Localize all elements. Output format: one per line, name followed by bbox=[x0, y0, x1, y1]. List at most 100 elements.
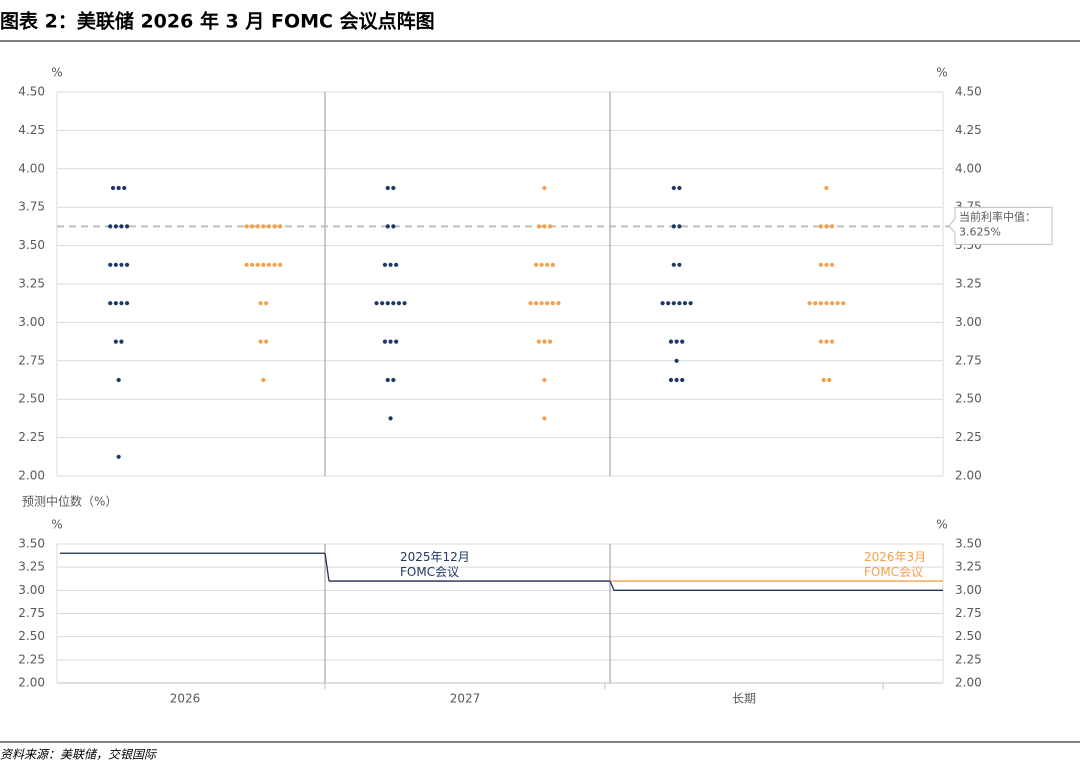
dot bbox=[116, 377, 121, 383]
y2-tick-label: 3.25 bbox=[955, 560, 982, 574]
dot bbox=[668, 339, 674, 344]
y2-tick-label: 2.50 bbox=[955, 392, 982, 406]
dot bbox=[829, 301, 835, 306]
dot bbox=[394, 262, 399, 267]
dot bbox=[258, 339, 263, 344]
dot bbox=[382, 339, 388, 344]
dot bbox=[677, 301, 682, 306]
dot bbox=[396, 301, 402, 306]
dot bbox=[821, 377, 826, 383]
dot bbox=[824, 301, 829, 306]
dot bbox=[682, 301, 688, 306]
dot bbox=[108, 224, 113, 229]
y2-tick-label: 2.25 bbox=[955, 430, 982, 444]
dot bbox=[556, 301, 561, 306]
dot bbox=[261, 224, 266, 229]
dot bbox=[382, 262, 388, 267]
y-tick-label: 2.50 bbox=[18, 392, 45, 406]
dot bbox=[380, 301, 385, 306]
y-unit: % bbox=[51, 66, 62, 80]
dot bbox=[278, 262, 283, 267]
dot bbox=[677, 185, 682, 191]
dot bbox=[671, 185, 676, 191]
dot bbox=[388, 262, 393, 267]
dot bbox=[545, 262, 550, 267]
dot bbox=[550, 262, 555, 267]
y-tick-label: 3.00 bbox=[18, 315, 45, 329]
y2-tick-label: 2.25 bbox=[955, 652, 982, 666]
dot bbox=[829, 262, 835, 267]
dot bbox=[374, 301, 379, 306]
dot bbox=[528, 301, 533, 306]
x-tick-label: 长期 bbox=[732, 692, 756, 706]
dot bbox=[539, 262, 544, 267]
dot bbox=[261, 262, 266, 267]
dot bbox=[550, 301, 555, 306]
dot bbox=[542, 185, 547, 191]
dot bbox=[827, 377, 832, 383]
dot bbox=[671, 224, 676, 229]
legend-label: 2026年3月 FOMC会议 bbox=[864, 550, 926, 579]
dot bbox=[818, 262, 823, 267]
dot bbox=[122, 185, 127, 191]
y-unit: % bbox=[51, 518, 62, 532]
dot bbox=[677, 262, 682, 267]
y2-tick-label: 3.00 bbox=[955, 583, 982, 597]
dot bbox=[536, 224, 541, 229]
dot bbox=[668, 377, 674, 383]
y2-tick-label: 4.00 bbox=[955, 161, 982, 175]
dot bbox=[660, 301, 665, 306]
dot bbox=[116, 454, 121, 459]
y-tick-label: 4.00 bbox=[18, 161, 45, 175]
dot bbox=[108, 262, 113, 267]
y2-tick-label: 4.50 bbox=[955, 85, 982, 99]
dot bbox=[671, 301, 676, 306]
y-tick-label: 3.25 bbox=[18, 277, 45, 291]
dot bbox=[110, 185, 116, 191]
y-tick-label: 3.00 bbox=[18, 583, 45, 597]
dot bbox=[272, 224, 277, 229]
y2-tick-label: 4.25 bbox=[955, 123, 982, 137]
dot bbox=[385, 185, 390, 191]
y2-tick-label: 3.50 bbox=[955, 537, 982, 551]
y-tick-label: 4.50 bbox=[18, 85, 45, 99]
series-step bbox=[324, 553, 330, 582]
dot bbox=[539, 301, 544, 306]
y2-unit: % bbox=[936, 518, 947, 532]
dot bbox=[244, 224, 249, 229]
dot bbox=[116, 185, 121, 191]
dot bbox=[385, 377, 390, 383]
dot bbox=[841, 301, 846, 306]
page-title: 图表 2：美联储 2026 年 3 月 FOMC 会议点阵图 bbox=[0, 10, 435, 33]
y-tick-label: 2.25 bbox=[18, 430, 45, 444]
y-tick-label: 2.50 bbox=[18, 629, 45, 643]
dot bbox=[818, 224, 823, 229]
dot bbox=[674, 377, 679, 383]
dot bbox=[391, 301, 396, 306]
dot bbox=[391, 224, 396, 229]
y2-tick-label: 3.00 bbox=[955, 315, 982, 329]
callout-box bbox=[948, 206, 1053, 245]
dot bbox=[250, 224, 255, 229]
dot bbox=[272, 262, 277, 267]
dot bbox=[545, 301, 550, 306]
dot bbox=[264, 339, 269, 344]
y2-tick-label: 2.75 bbox=[955, 606, 982, 620]
y-tick-label: 2.75 bbox=[18, 353, 45, 367]
dot bbox=[671, 262, 676, 267]
dot bbox=[261, 377, 266, 383]
dot bbox=[264, 301, 269, 306]
y-tick-label: 2.75 bbox=[18, 606, 45, 620]
dot bbox=[388, 416, 393, 421]
dot bbox=[124, 262, 130, 267]
y2-tick-label: 2.75 bbox=[955, 353, 982, 367]
dot bbox=[824, 185, 829, 191]
dot bbox=[278, 224, 283, 229]
dot bbox=[807, 301, 812, 306]
dot bbox=[266, 262, 272, 267]
dot bbox=[824, 339, 829, 344]
y-tick-label: 4.25 bbox=[18, 123, 45, 137]
dot bbox=[266, 224, 272, 229]
dot bbox=[674, 339, 679, 344]
